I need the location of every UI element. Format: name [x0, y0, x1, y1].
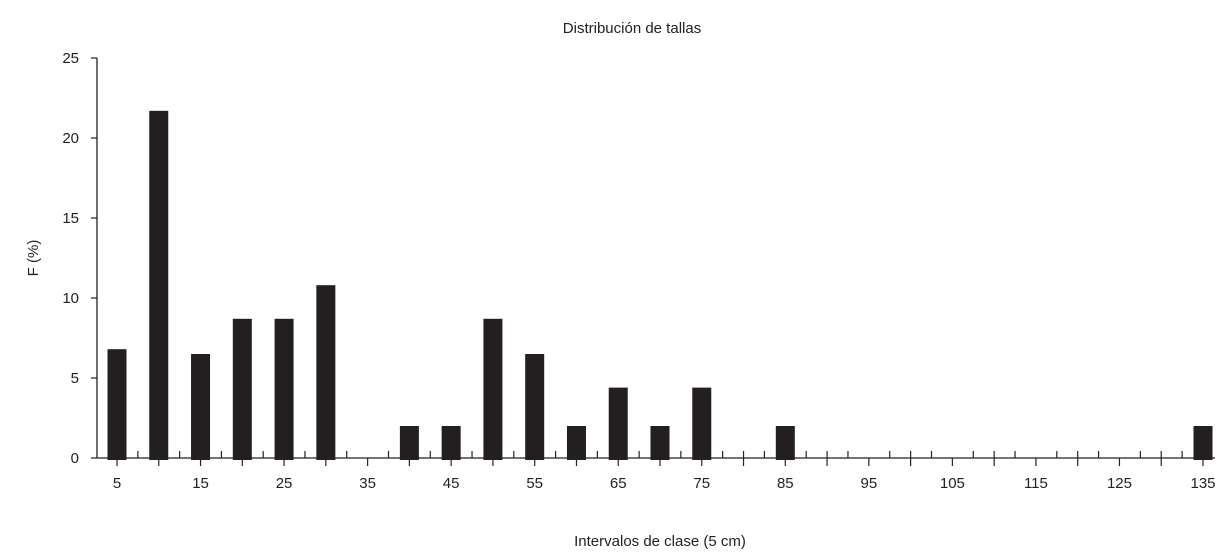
- x-tick-label-5: 5: [113, 475, 121, 492]
- bar-135: [1193, 426, 1213, 460]
- y-tick-label-10: 10: [62, 290, 79, 307]
- y-tick-label-0: 0: [71, 450, 79, 467]
- y-tick-label-5: 5: [71, 370, 79, 387]
- x-tick-label-125: 125: [1107, 475, 1132, 492]
- bar-75: [692, 387, 712, 460]
- bar-5: [107, 349, 127, 460]
- y-tick-label-15: 15: [62, 210, 79, 227]
- bar-20: [232, 318, 252, 460]
- bar-55: [525, 354, 545, 460]
- bar-60: [566, 426, 586, 460]
- bar-50: [483, 318, 503, 460]
- x-ticks-group: 5 15 25 35 45 55 65 75 85 95 105 115 125 135: [113, 451, 1216, 492]
- y-axis-label: F (%): [25, 240, 42, 277]
- bar-45: [441, 426, 461, 460]
- bar-40: [399, 426, 419, 460]
- chart-title: Distribución de tallas: [563, 20, 701, 37]
- x-tick-label-65: 65: [610, 475, 627, 492]
- x-tick-label-15: 15: [192, 475, 209, 492]
- x-tick-label-95: 95: [861, 475, 878, 492]
- bar-30: [316, 285, 336, 460]
- x-tick-label-105: 105: [940, 475, 965, 492]
- x-tick-label-135: 135: [1190, 475, 1215, 492]
- bars-group: [107, 110, 1213, 461]
- y-ticks-group: 0 5 10 15 20 25: [62, 50, 97, 467]
- bar-65: [608, 387, 628, 460]
- bar-10: [149, 110, 169, 461]
- bar-70: [650, 426, 670, 460]
- x-tick-label-25: 25: [276, 475, 293, 492]
- x-tick-label-85: 85: [777, 475, 794, 492]
- x-tick-label-45: 45: [443, 475, 460, 492]
- x-tick-label-35: 35: [359, 475, 376, 492]
- x-axis-label: Intervalos de clase (5 cm): [574, 533, 746, 550]
- bar-15: [191, 354, 211, 460]
- y-tick-label-20: 20: [62, 130, 79, 147]
- x-tick-label-115: 115: [1024, 475, 1048, 492]
- x-tick-label-55: 55: [526, 475, 543, 492]
- bar-85: [775, 426, 795, 460]
- y-tick-label-25: 25: [62, 50, 79, 67]
- bar-25: [274, 318, 294, 460]
- x-tick-label-75: 75: [693, 475, 710, 492]
